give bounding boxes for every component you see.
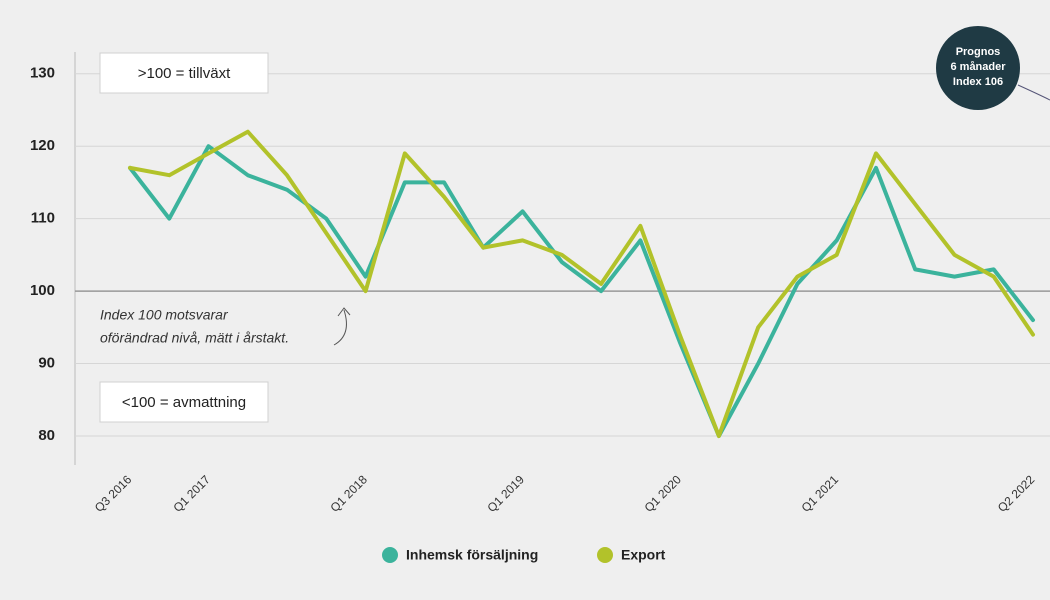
annotation-box	[99, 381, 269, 423]
y-tick-label: 80	[38, 427, 55, 444]
legend-label: Export	[621, 547, 666, 563]
legend-swatch	[382, 547, 398, 563]
series-line	[128, 129, 1035, 438]
note-arrow	[333, 307, 351, 346]
y-tick-label: 110	[31, 210, 55, 227]
note: oförändrad nivå, mätt i årstakt.	[100, 330, 289, 346]
annotation: >100 = tillväxt	[138, 65, 231, 82]
forecast-text: Prognos	[956, 46, 1001, 58]
y-tick-label: 120	[30, 137, 55, 154]
annotation-box	[99, 52, 269, 94]
forecast-connector	[1017, 84, 1050, 101]
series-line	[128, 144, 1035, 438]
annotation: <100 = avmattning	[122, 394, 246, 411]
y-tick-label: 130	[30, 65, 55, 82]
forecast-badge	[936, 26, 1020, 110]
forecast-text: 6 månader	[950, 61, 1006, 73]
legend-swatch	[597, 547, 613, 563]
y-tick-label: 100	[30, 282, 55, 299]
legend-label: Inhemsk försäljning	[406, 547, 538, 563]
note: Index 100 motsvarar	[100, 307, 229, 323]
y-tick-label: 90	[38, 355, 55, 372]
forecast-text: Index 106	[953, 76, 1003, 88]
